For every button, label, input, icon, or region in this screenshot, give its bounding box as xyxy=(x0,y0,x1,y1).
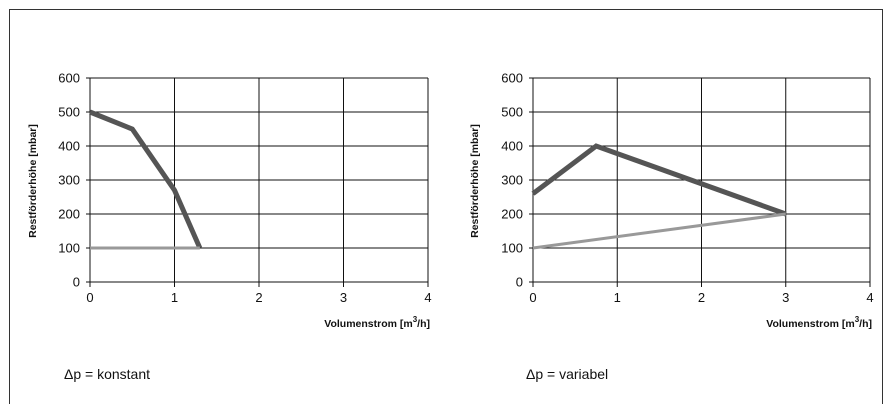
y-tick-label: 500 xyxy=(501,105,523,120)
y-tick-label: 400 xyxy=(58,139,80,154)
x-axis-label: Volumenstrom [m3/h] xyxy=(766,315,872,330)
y-tick-label: 0 xyxy=(516,275,523,290)
y-tick-label: 200 xyxy=(501,207,523,222)
caption-konstant: Δp = konstant xyxy=(64,366,151,382)
caption-variabel: Δp = variabel xyxy=(526,366,609,382)
y-tick-label: 500 xyxy=(58,105,80,120)
y-tick-label: 100 xyxy=(501,241,523,256)
x-tick-label: 1 xyxy=(171,290,178,305)
y-tick-label: 200 xyxy=(58,207,80,222)
y-tick-label: 300 xyxy=(58,173,80,188)
pump-curve-line xyxy=(89,109,203,250)
y-tick-label: 600 xyxy=(501,71,523,86)
x-tick-label: 0 xyxy=(86,290,93,305)
chart-variabel: Restförderhöhe [mbar] Volumenstrom [m3/h… xyxy=(469,71,874,331)
pump-curve-line xyxy=(531,143,787,217)
figure-frame xyxy=(9,9,883,404)
y-tick-label: 100 xyxy=(58,241,80,256)
y-tick-label: 300 xyxy=(501,173,523,188)
bypass-line xyxy=(532,212,786,250)
x-tick-label: 4 xyxy=(866,290,873,305)
x-tick-label: 2 xyxy=(255,290,262,305)
x-tick-label: 3 xyxy=(782,290,789,305)
x-tick-label: 2 xyxy=(698,290,705,305)
y-tick-label: 0 xyxy=(73,275,80,290)
y-axis-label: Restförderhöhe [mbar] xyxy=(27,124,39,238)
y-axis-label: Restförderhöhe [mbar] xyxy=(469,124,481,238)
x-tick-label: 0 xyxy=(529,290,536,305)
x-tick-label: 1 xyxy=(614,290,621,305)
y-tick-label: 600 xyxy=(58,71,80,86)
x-tick-label: 3 xyxy=(340,290,347,305)
x-tick-label: 4 xyxy=(424,290,431,305)
chart-konstant: Restförderhöhe [mbar] Volumenstrom [m3/h… xyxy=(27,71,432,331)
y-tick-label: 400 xyxy=(501,139,523,154)
x-axis-label: Volumenstrom [m3/h] xyxy=(324,315,430,330)
